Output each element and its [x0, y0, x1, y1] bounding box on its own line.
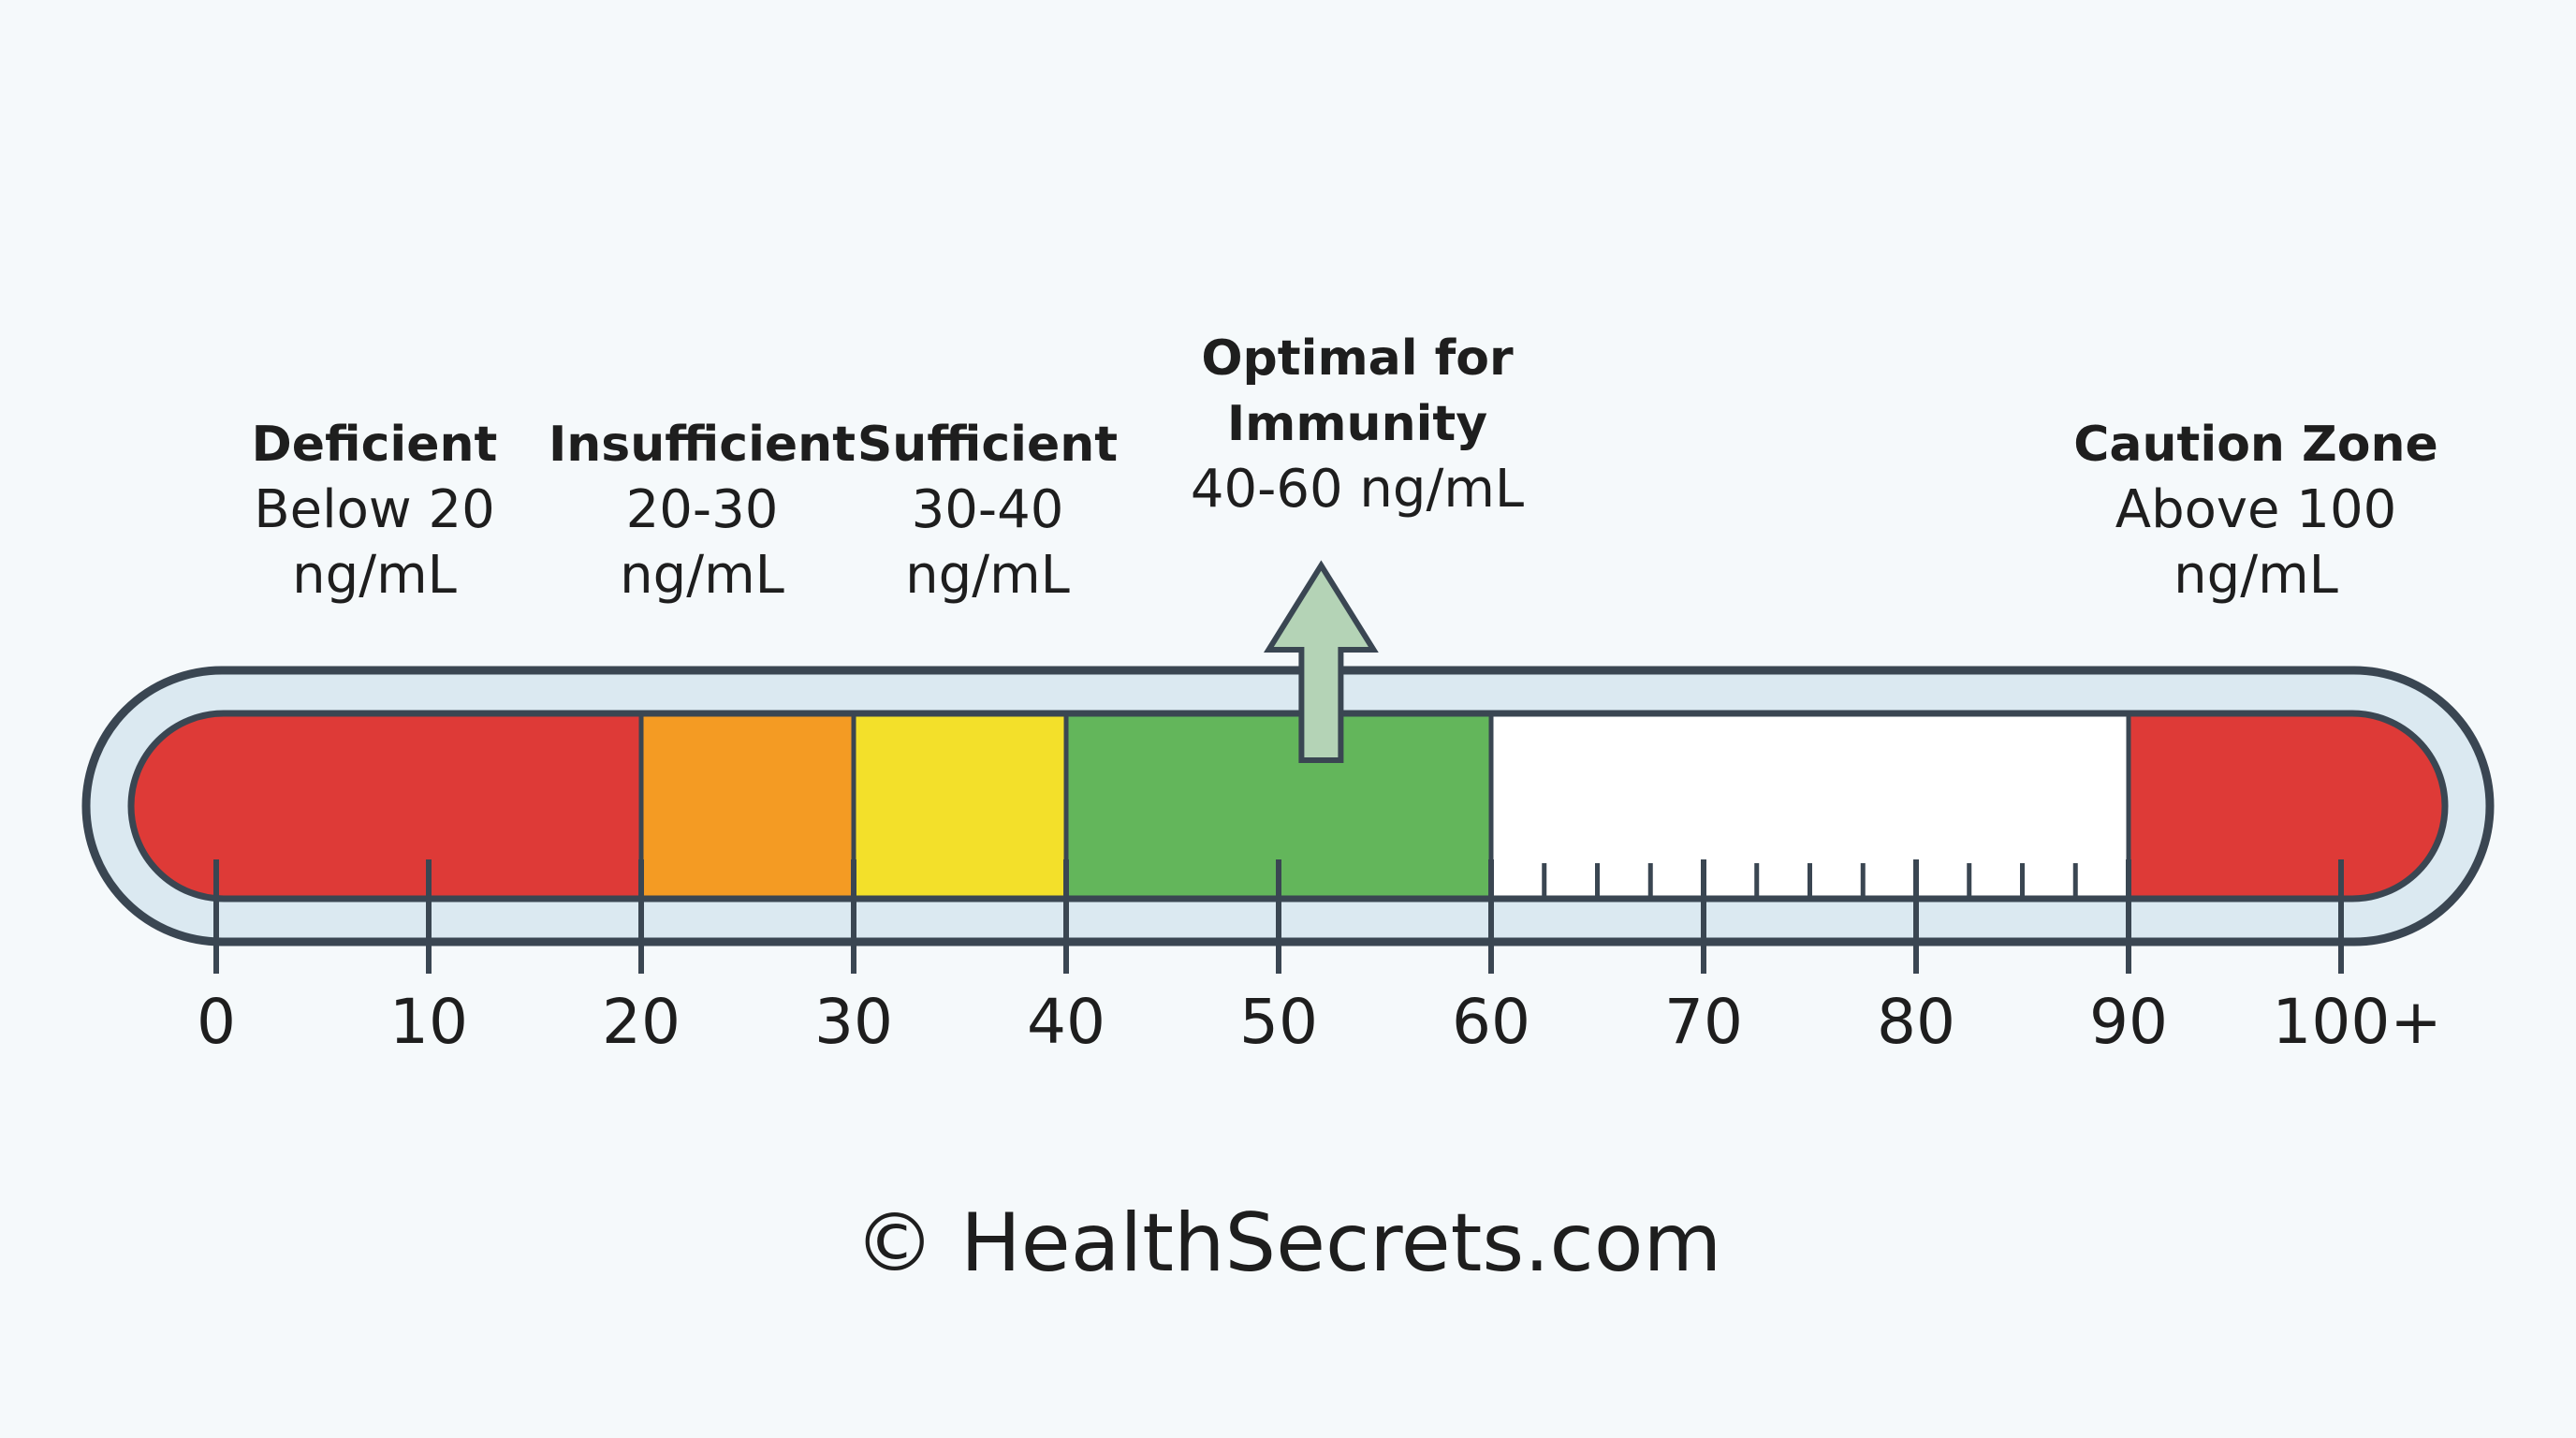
zone-fill-sufficient: [854, 713, 1066, 899]
copyright-text: © HealthSecrets.com: [854, 1196, 1722, 1290]
zone-label-optimal: Optimal for Immunity 40-60 ng/mL: [1133, 326, 1582, 522]
zone-label-caution: Caution Zone Above 100 ng/mL: [2031, 412, 2481, 609]
zone-range-caution-line1: Above 100: [2115, 479, 2397, 540]
zone-label-deficient: Deficient Below 20 ng/mL: [187, 412, 562, 609]
zone-fill-caution-zone: [2129, 713, 2445, 899]
zone-range-deficient-line1: Below 20: [254, 479, 495, 540]
zone-range-sufficient-line2: ng/mL: [905, 545, 1070, 606]
tick-label-40: 40: [1027, 986, 1105, 1058]
tick-label-0: 0: [197, 986, 236, 1058]
tick-label-20: 20: [602, 986, 681, 1058]
zone-name-insufficient: Insufficient: [548, 417, 856, 473]
zone-range-caution-line2: ng/mL: [2174, 545, 2338, 606]
zone-range-optimal: 40-60 ng/mL: [1190, 459, 1525, 520]
tick-label-100-plus: 100+: [2272, 986, 2442, 1058]
zone-range-insufficient-line1: 20-30: [625, 479, 779, 540]
tick-label-80: 80: [1877, 986, 1955, 1058]
zone-name-caution: Caution Zone: [2073, 417, 2438, 473]
tick-label-90: 90: [2089, 986, 2168, 1058]
zone-range-deficient-line2: ng/mL: [292, 545, 457, 606]
zone-label-sufficient: Sufficient 30-40 ng/mL: [847, 412, 1128, 609]
optimal-marker-arrow-icon: [1264, 560, 1379, 763]
zone-fill-insufficient: [641, 713, 854, 899]
zone-range-sufficient-line1: 30-40: [911, 479, 1064, 540]
tick-label-60: 60: [1452, 986, 1530, 1058]
tick-label-30: 30: [814, 986, 893, 1058]
tick-label-10: 10: [389, 986, 468, 1058]
gauge-inner-track: [131, 713, 2445, 899]
zone-range-insufficient-line2: ng/mL: [620, 545, 784, 606]
zone-name-sufficient: Sufficient: [856, 417, 1119, 473]
zone-name-deficient: Deficient: [251, 417, 498, 473]
zone-label-insufficient: Insufficient 20-30 ng/mL: [534, 412, 871, 609]
zone-fill-deficient: [131, 713, 641, 899]
zone-name-optimal-line2: Immunity: [1226, 396, 1488, 452]
tick-label-50: 50: [1239, 986, 1318, 1058]
zone-name-optimal-line1: Optimal for: [1201, 330, 1514, 387]
tick-label-70: 70: [1664, 986, 1743, 1058]
